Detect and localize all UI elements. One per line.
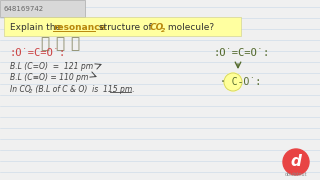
- Text: ⌢: ⌢: [70, 36, 80, 51]
- Text: :Ȯ=C=Ȯ:: :Ȯ=C=Ȯ:: [10, 48, 66, 58]
- FancyBboxPatch shape: [0, 0, 85, 17]
- Text: 2: 2: [161, 28, 165, 33]
- FancyBboxPatch shape: [4, 17, 241, 36]
- Text: structure of: structure of: [96, 22, 155, 32]
- Text: ⌢: ⌢: [55, 36, 65, 51]
- Text: d: d: [291, 154, 301, 168]
- Text: :Ȯ=C=Ȯ:: :Ȯ=C=Ȯ:: [213, 48, 269, 58]
- Text: ⌢: ⌢: [40, 36, 50, 51]
- Text: molecule?: molecule?: [165, 22, 214, 32]
- Text: doubtnut: doubtnut: [285, 172, 307, 177]
- Text: Explain the: Explain the: [10, 22, 64, 32]
- Text: (B.L of C & O)  is  115 pm.: (B.L of C & O) is 115 pm.: [33, 84, 135, 93]
- Text: 648169742: 648169742: [4, 6, 44, 12]
- Text: resonance: resonance: [53, 22, 106, 32]
- Circle shape: [283, 149, 309, 175]
- Text: CO: CO: [150, 22, 164, 32]
- Text: 2: 2: [29, 89, 33, 94]
- Text: · C-Ȯ:: · C-Ȯ:: [220, 77, 261, 87]
- Text: B.L (C≡O) = 110 pm: B.L (C≡O) = 110 pm: [10, 73, 88, 82]
- Circle shape: [224, 73, 242, 91]
- Text: B.L (C=O)  =  121 pm: B.L (C=O) = 121 pm: [10, 62, 93, 71]
- Text: In CO: In CO: [10, 84, 31, 93]
